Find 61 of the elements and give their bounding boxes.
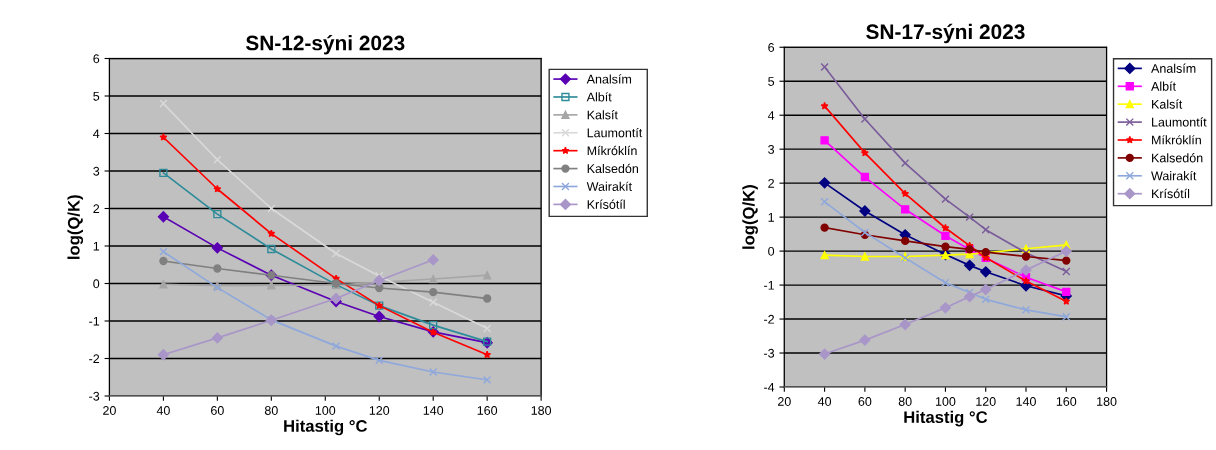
y-tick-label: 1 <box>768 213 774 222</box>
y-tick-label: -1 <box>89 316 100 326</box>
x-tick-label: 80 <box>898 397 912 406</box>
x-tick-label: 120 <box>369 406 390 415</box>
legend-label: Analsím <box>586 74 632 84</box>
y-tick-label: 2 <box>93 204 100 214</box>
legend-label: Míkróklín <box>587 145 637 156</box>
x-tick-label: 140 <box>1016 397 1036 406</box>
legend-label: Krísótíl <box>587 199 625 209</box>
legend-label: Albít <box>1151 81 1176 91</box>
x-axis-title: Hitastig °C <box>284 419 368 436</box>
y-tick-label: 1 <box>93 241 100 251</box>
x-tick-label: 100 <box>315 406 336 415</box>
x-tick-label: 160 <box>477 406 498 415</box>
x-tick-label: 20 <box>103 406 116 415</box>
x-tick-label: 20 <box>778 397 791 406</box>
y-tick-label: -3 <box>89 391 100 401</box>
y-tick-label: -1 <box>764 281 774 290</box>
legend-label: Laumontít <box>1152 117 1207 127</box>
x-tick-label: 120 <box>976 397 996 406</box>
chart-title: SN-12-sýni 2023 <box>245 34 405 55</box>
y-tick-label: 3 <box>768 144 775 154</box>
y-tick-label: 5 <box>768 77 775 86</box>
legend-label: Analsím <box>1151 63 1196 73</box>
legend-label: Kalsít <box>1152 99 1183 109</box>
y-tick-label: 0 <box>768 246 775 256</box>
legend-label: Kalsedón <box>587 163 638 174</box>
y-tick-label: 6 <box>93 54 100 64</box>
legend-label: Kalsedón <box>1152 153 1203 163</box>
x-tick-label: 100 <box>935 397 956 406</box>
y-tick-label: 4 <box>767 111 775 120</box>
x-tick-label: 140 <box>423 406 444 415</box>
y-tick-label: 0 <box>93 279 100 289</box>
x-tick-label: 40 <box>817 397 832 406</box>
legend-label: Wairakít <box>586 181 632 191</box>
chart-title: SN-17-sýni 2023 <box>866 23 1025 44</box>
y-tick-label: 4 <box>93 129 100 139</box>
y-axis-title: log(Q/K) <box>742 185 758 249</box>
y-tick-label: -2 <box>764 314 774 324</box>
y-tick-label: 6 <box>768 43 775 52</box>
x-tick-label: 60 <box>858 397 872 406</box>
legend-label: Kalsít <box>587 110 618 120</box>
x-tick-label: 180 <box>1097 397 1117 406</box>
legend-label: Albít <box>586 92 612 102</box>
legend-label: Wairakít <box>1151 170 1197 181</box>
y-tick-label: 2 <box>768 178 774 188</box>
y-tick-label: 3 <box>93 166 100 176</box>
x-tick-label: 160 <box>1056 397 1077 406</box>
x-tick-label: 80 <box>264 406 278 415</box>
y-tick-label: -3 <box>764 348 775 358</box>
x-axis-title: Hitastig °C <box>904 410 988 427</box>
y-tick-label: -2 <box>89 354 100 364</box>
y-tick-label: -4 <box>764 382 775 392</box>
legend-label: Laumontít <box>587 127 643 138</box>
y-axis-title: log(Q/K) <box>67 195 84 259</box>
x-tick-label: 40 <box>156 406 170 415</box>
legend-label: Krísótíl <box>1152 188 1190 199</box>
x-tick-label: 180 <box>531 406 552 415</box>
x-tick-label: 60 <box>211 406 224 415</box>
y-tick-label: 5 <box>93 91 100 101</box>
legend-label: Míkróklín <box>1152 135 1201 145</box>
